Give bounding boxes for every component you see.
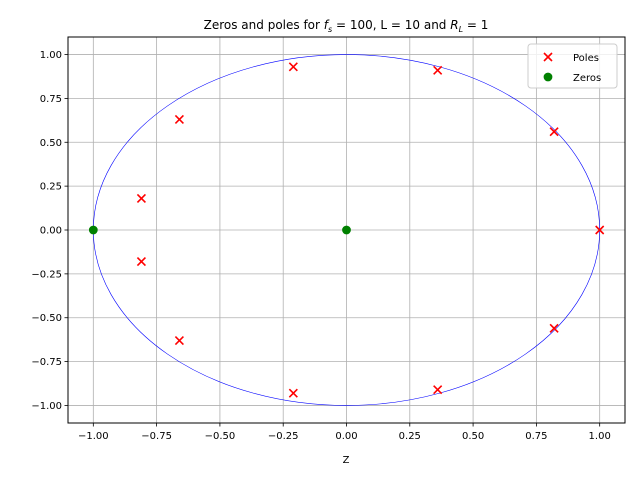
x-tick-label: 0.50	[462, 431, 484, 442]
x-tick-label: 0.75	[525, 431, 547, 442]
poles-marker-stroke	[595, 225, 605, 235]
chart-title: Zeros and poles for fs = 100, L = 10 and…	[204, 18, 489, 34]
poles-marker-stroke	[136, 257, 146, 267]
x-tick-label: 0.25	[399, 431, 421, 442]
poles-marker-stroke	[288, 62, 298, 72]
x-tick-label: −0.75	[141, 431, 172, 442]
poles-marker-stroke	[288, 388, 298, 398]
legend-zeros-label: Zeros	[573, 73, 601, 84]
x-tick-label: 0.00	[335, 431, 357, 442]
poles-marker-stroke	[136, 193, 146, 203]
y-tick-label: −1.00	[31, 401, 62, 412]
legend-poles-marker	[543, 52, 553, 62]
legend-poles-label: Poles	[573, 53, 599, 64]
poles-marker	[288, 62, 298, 72]
legend-poles-marker-stroke	[543, 52, 553, 62]
y-tick-label: 0.25	[40, 182, 62, 193]
marks	[88, 62, 605, 398]
y-tick-label: 0.00	[40, 226, 62, 237]
x-tick-label: −0.50	[205, 431, 236, 442]
legend: Poles Zeros	[527, 43, 618, 89]
legend-zeros-marker	[543, 72, 553, 82]
poles-marker	[433, 65, 443, 75]
poles-marker	[174, 114, 184, 125]
x-tick-label: 1.00	[589, 431, 611, 442]
x-axis-label: Z	[343, 455, 350, 466]
poles-marker-stroke	[549, 323, 559, 333]
poles-marker	[136, 193, 146, 203]
y-tick-label: −0.50	[31, 313, 62, 324]
y-tick-label: 0.50	[40, 138, 62, 149]
x-tick-label: −1.00	[78, 431, 109, 442]
poles-marker-stroke	[433, 385, 443, 395]
poles-marker-stroke	[433, 65, 443, 75]
poles-marker-stroke	[174, 114, 184, 125]
poles-marker-stroke	[174, 335, 184, 346]
x-tick-label: −0.25	[268, 431, 299, 442]
y-tick-label: −0.75	[31, 357, 62, 368]
poles-marker	[549, 127, 559, 137]
poles-marker	[288, 388, 298, 398]
poles-marker	[174, 335, 184, 346]
y-tick-label: 0.75	[40, 94, 62, 105]
ticks: −1.00 −0.75 −0.50 −0.25 0.00 0.25 0.50 0.75 1.00…	[31, 50, 610, 442]
poles-marker	[136, 257, 146, 267]
poles-marker	[595, 225, 605, 235]
poles-marker	[549, 323, 559, 333]
y-tick-label: −0.25	[31, 269, 62, 280]
zeros-marker	[88, 225, 98, 235]
zeros-marker	[342, 225, 351, 235]
y-tick-label: 1.00	[40, 50, 62, 61]
poles-marker-stroke	[549, 127, 559, 137]
poles-marker	[433, 385, 443, 395]
